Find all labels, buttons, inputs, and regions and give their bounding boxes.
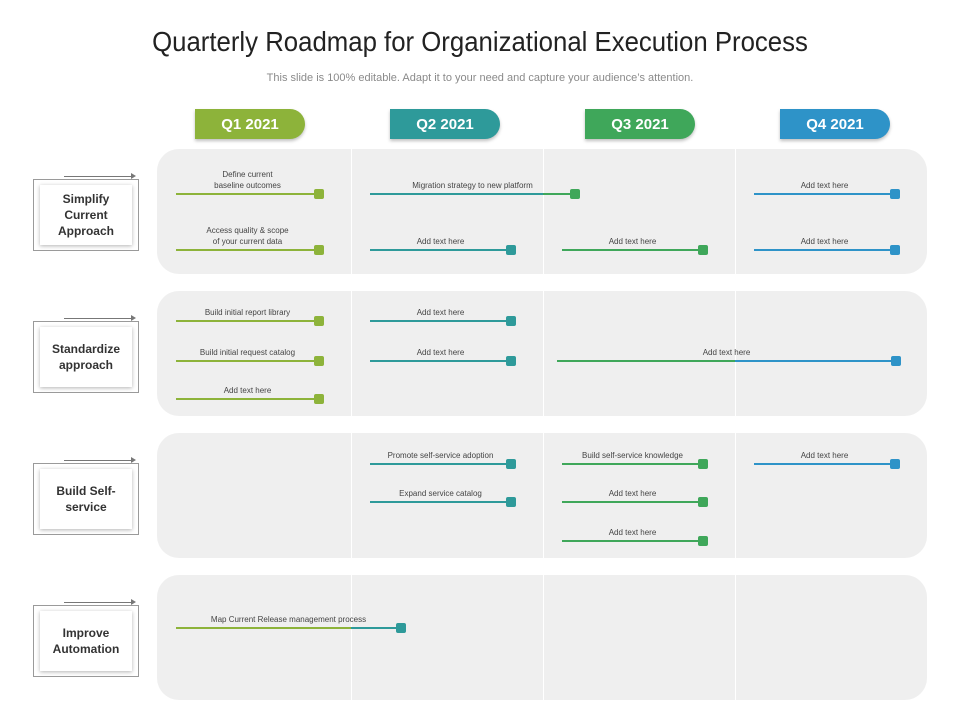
row-label: Standardize approach — [40, 327, 132, 387]
arrow-icon — [64, 315, 136, 321]
quarter-divider — [351, 433, 352, 558]
task-label: Add text here — [416, 308, 465, 317]
task-label: Map Current Release management process — [210, 615, 367, 624]
milestone-marker[interactable] — [698, 459, 708, 469]
task-label: Access quality & scope of your current da… — [206, 226, 289, 246]
task-label: Build initial request catalog — [199, 348, 296, 357]
row-label-box: Standardize approach — [33, 315, 139, 393]
task-label: Add text here — [608, 237, 657, 246]
quarter-divider — [351, 149, 352, 274]
milestone-marker[interactable] — [890, 245, 900, 255]
milestone-marker[interactable] — [314, 245, 324, 255]
milestone-marker[interactable] — [314, 316, 324, 326]
milestone-marker[interactable] — [698, 536, 708, 546]
arrow-icon — [64, 599, 136, 605]
row-label-box: Improve Automation — [33, 599, 139, 677]
quarter-divider — [351, 291, 352, 416]
quarter-header-4: Q4 2021 — [780, 109, 890, 139]
task-label: Add text here — [608, 489, 657, 498]
milestone-marker[interactable] — [506, 356, 516, 366]
roadmap-row-band — [157, 149, 927, 274]
milestone-marker[interactable] — [698, 245, 708, 255]
milestone-marker[interactable] — [314, 356, 324, 366]
quarter-divider — [735, 575, 736, 700]
row-label-box: Build Self-service — [33, 457, 139, 535]
row-label: Build Self-service — [40, 469, 132, 529]
roadmap-row-band — [157, 433, 927, 558]
roadmap-row-band — [157, 291, 927, 416]
task-label: Add text here — [608, 528, 657, 537]
roadmap-row-band — [157, 575, 927, 700]
quarter-divider — [543, 291, 544, 416]
task-label: Add text here — [800, 451, 849, 460]
task-label: Define current baseline outcomes — [214, 170, 281, 190]
row-label-box: Simplify Current Approach — [33, 173, 139, 251]
quarter-divider — [543, 575, 544, 700]
page-title: Quarterly Roadmap for Organizational Exe… — [152, 26, 808, 57]
quarter-header-3: Q3 2021 — [585, 109, 695, 139]
milestone-marker[interactable] — [314, 189, 324, 199]
task-label: Add text here — [702, 348, 751, 357]
task-label: Build self-service knowledge — [582, 451, 683, 460]
task-label: Add text here — [800, 237, 849, 246]
row-label: Improve Automation — [40, 611, 132, 671]
milestone-marker[interactable] — [396, 623, 406, 633]
milestone-marker[interactable] — [506, 245, 516, 255]
arrow-icon — [64, 173, 136, 179]
page-subtitle: This slide is 100% editable. Adapt it to… — [266, 72, 694, 84]
milestone-marker[interactable] — [506, 497, 516, 507]
quarter-divider — [543, 149, 544, 274]
task-label: Expand service catalog — [399, 489, 482, 498]
task-label: Migration strategy to new platform — [412, 181, 533, 190]
task-label: Add text here — [416, 237, 465, 246]
milestone-marker[interactable] — [506, 459, 516, 469]
quarter-divider — [543, 433, 544, 558]
quarter-divider — [351, 575, 352, 700]
quarter-divider — [735, 291, 736, 416]
milestone-marker[interactable] — [570, 189, 580, 199]
quarter-header-2: Q2 2021 — [390, 109, 500, 139]
task-label: Build initial report library — [204, 308, 291, 317]
task-label: Add text here — [800, 181, 849, 190]
quarter-divider — [735, 433, 736, 558]
milestone-marker[interactable] — [698, 497, 708, 507]
task-label: Promote self-service adoption — [387, 451, 494, 460]
quarter-header-1: Q1 2021 — [195, 109, 305, 139]
milestone-marker[interactable] — [890, 189, 900, 199]
quarter-divider — [735, 149, 736, 274]
milestone-marker[interactable] — [891, 356, 901, 366]
row-label: Simplify Current Approach — [40, 185, 132, 245]
arrow-icon — [64, 457, 136, 463]
milestone-marker[interactable] — [314, 394, 324, 404]
milestone-marker[interactable] — [506, 316, 516, 326]
task-label: Add text here — [416, 348, 465, 357]
milestone-marker[interactable] — [890, 459, 900, 469]
task-label: Add text here — [223, 386, 272, 395]
